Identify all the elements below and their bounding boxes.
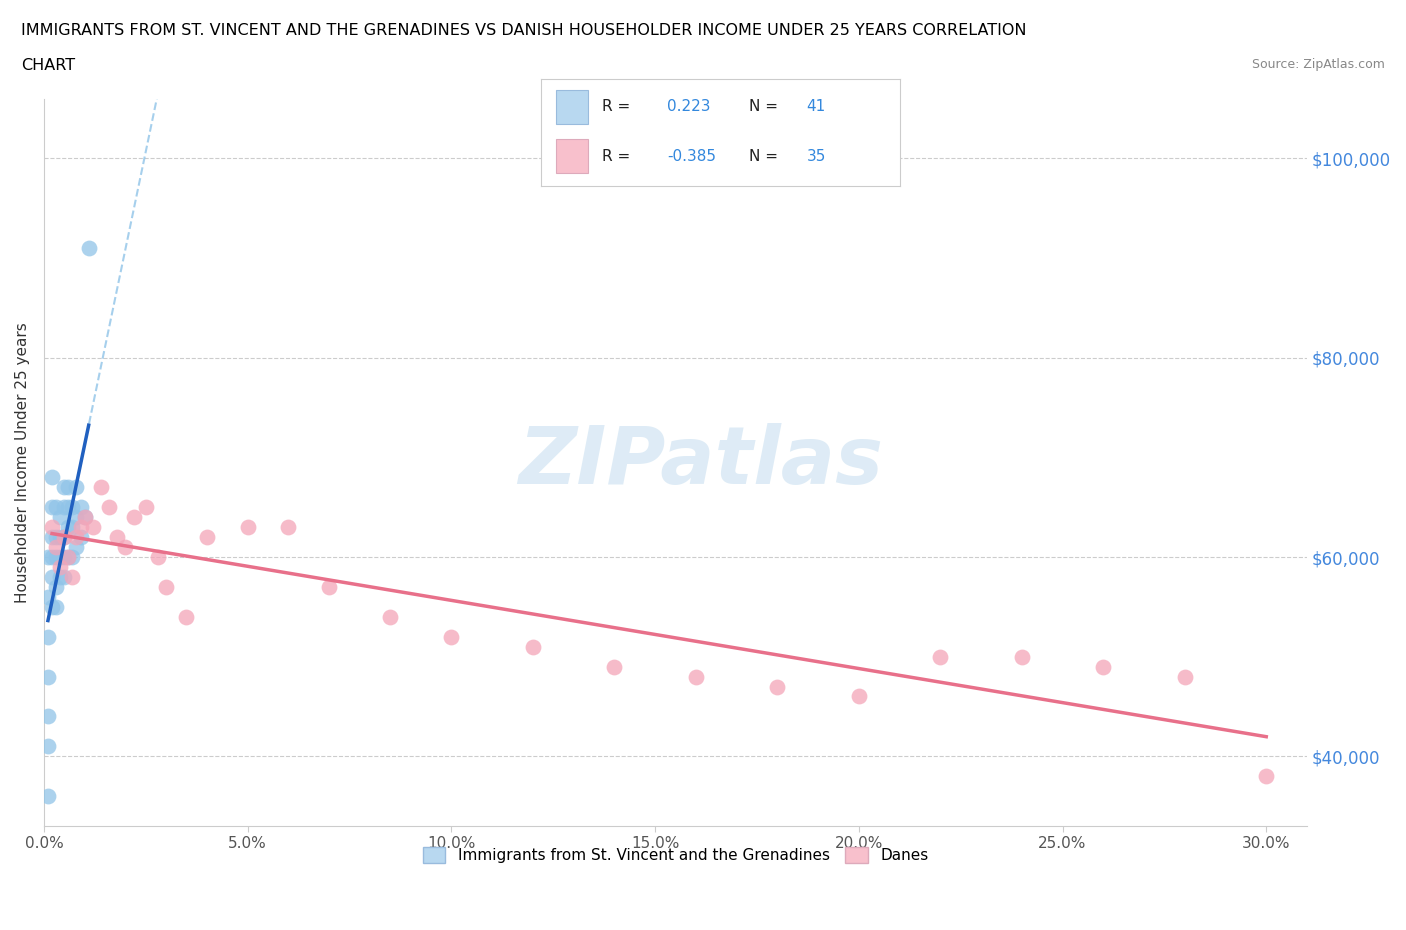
Point <box>37 709 59 724</box>
Text: R =: R = <box>602 149 636 164</box>
Point <box>45 530 67 545</box>
Point <box>45 599 67 614</box>
Point <box>73 510 96 525</box>
Point <box>62 520 84 535</box>
Text: 0.223: 0.223 <box>666 100 710 114</box>
Point <box>848 689 870 704</box>
Point <box>62 550 84 565</box>
Point <box>236 520 259 535</box>
Point <box>37 590 59 604</box>
Bar <box>555 89 588 124</box>
Point <box>65 480 87 495</box>
Text: -0.385: -0.385 <box>666 149 716 164</box>
Point <box>1174 669 1197 684</box>
Point <box>155 579 177 594</box>
Point <box>53 480 76 495</box>
Point <box>37 738 59 753</box>
Point <box>41 520 63 535</box>
Point <box>49 510 72 525</box>
Point <box>49 560 72 575</box>
Point <box>53 499 76 514</box>
Point <box>603 659 626 674</box>
Point <box>45 539 67 554</box>
Point <box>766 679 789 694</box>
Point <box>53 530 76 545</box>
Point <box>98 499 121 514</box>
Point <box>73 510 96 525</box>
Point <box>277 520 299 535</box>
Point <box>440 630 463 644</box>
Point <box>49 530 72 545</box>
Point <box>62 499 84 514</box>
Point <box>77 241 100 256</box>
Point <box>929 649 952 664</box>
Point <box>1092 659 1115 674</box>
Point <box>69 520 91 535</box>
Point <box>522 639 544 654</box>
Point <box>53 550 76 565</box>
Point <box>58 550 80 565</box>
Text: R =: R = <box>602 100 636 114</box>
Point <box>65 539 87 554</box>
Point <box>45 550 67 565</box>
Point <box>1256 769 1278 784</box>
Point <box>685 669 707 684</box>
Point <box>135 499 157 514</box>
Bar <box>555 139 588 173</box>
Point <box>49 550 72 565</box>
Point <box>41 530 63 545</box>
Point <box>41 569 63 584</box>
Text: N =: N = <box>749 100 783 114</box>
Point <box>1011 649 1033 664</box>
Point <box>114 539 136 554</box>
Point <box>69 530 91 545</box>
Point <box>53 569 76 584</box>
Point <box>41 599 63 614</box>
Point <box>90 480 112 495</box>
Point <box>37 630 59 644</box>
Point <box>41 470 63 485</box>
Point <box>380 609 402 624</box>
Point <box>105 530 128 545</box>
Point <box>37 789 59 804</box>
Point <box>62 569 84 584</box>
Point <box>65 510 87 525</box>
Point <box>41 499 63 514</box>
Text: 41: 41 <box>807 100 825 114</box>
Text: Source: ZipAtlas.com: Source: ZipAtlas.com <box>1251 58 1385 71</box>
Text: IMMIGRANTS FROM ST. VINCENT AND THE GRENADINES VS DANISH HOUSEHOLDER INCOME UNDE: IMMIGRANTS FROM ST. VINCENT AND THE GREN… <box>21 23 1026 38</box>
Point <box>37 550 59 565</box>
Legend: Immigrants from St. Vincent and the Grenadines, Danes: Immigrants from St. Vincent and the Gren… <box>416 841 935 870</box>
Text: ZIPatlas: ZIPatlas <box>519 423 883 501</box>
Point <box>58 520 80 535</box>
Text: N =: N = <box>749 149 783 164</box>
Point <box>122 510 145 525</box>
Text: CHART: CHART <box>21 58 75 73</box>
Point <box>58 499 80 514</box>
Point <box>82 520 104 535</box>
Point <box>45 499 67 514</box>
Point <box>58 550 80 565</box>
Point <box>195 530 218 545</box>
Point <box>69 499 91 514</box>
Y-axis label: Householder Income Under 25 years: Householder Income Under 25 years <box>15 322 30 603</box>
Point <box>49 569 72 584</box>
Point <box>146 550 169 565</box>
Text: 35: 35 <box>807 149 825 164</box>
Point <box>65 530 87 545</box>
Point <box>41 550 63 565</box>
Point <box>37 669 59 684</box>
Point <box>318 579 340 594</box>
Point <box>45 579 67 594</box>
Point <box>58 480 80 495</box>
Point <box>53 530 76 545</box>
Point <box>176 609 198 624</box>
